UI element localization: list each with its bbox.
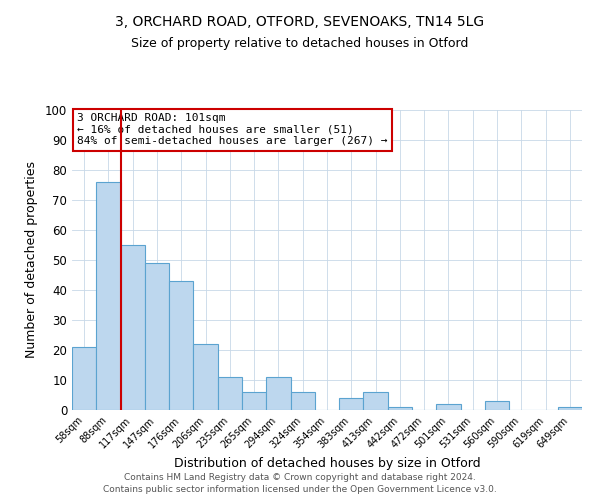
Bar [364,392,388,410]
Bar [96,182,121,410]
Y-axis label: Number of detached properties: Number of detached properties [25,162,38,358]
Bar [72,347,96,410]
Bar [145,263,169,410]
X-axis label: Distribution of detached houses by size in Otford: Distribution of detached houses by size … [173,456,481,469]
Bar [436,404,461,410]
Bar [339,398,364,410]
Text: 3 ORCHARD ROAD: 101sqm
← 16% of detached houses are smaller (51)
84% of semi-det: 3 ORCHARD ROAD: 101sqm ← 16% of detached… [77,113,388,146]
Text: Size of property relative to detached houses in Otford: Size of property relative to detached ho… [131,38,469,51]
Bar [242,392,266,410]
Text: 3, ORCHARD ROAD, OTFORD, SEVENOAKS, TN14 5LG: 3, ORCHARD ROAD, OTFORD, SEVENOAKS, TN14… [115,15,485,29]
Bar [121,245,145,410]
Bar [485,401,509,410]
Bar [193,344,218,410]
Bar [218,377,242,410]
Bar [290,392,315,410]
Text: Contains public sector information licensed under the Open Government Licence v3: Contains public sector information licen… [103,485,497,494]
Bar [388,407,412,410]
Bar [558,407,582,410]
Bar [266,377,290,410]
Bar [169,281,193,410]
Text: Contains HM Land Registry data © Crown copyright and database right 2024.: Contains HM Land Registry data © Crown c… [124,472,476,482]
